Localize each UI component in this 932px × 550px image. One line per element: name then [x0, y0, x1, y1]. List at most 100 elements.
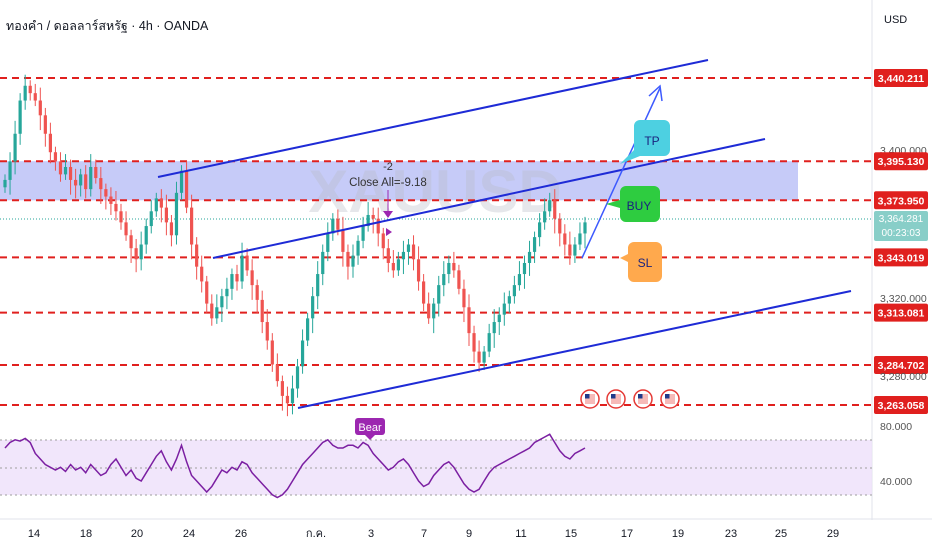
candle-body: [351, 255, 355, 267]
candle-body: [225, 288, 229, 297]
bear-label: Bear: [358, 422, 382, 434]
candle-body: [306, 318, 310, 341]
rsi-tick: 40.000: [880, 476, 912, 488]
us-flag-icon-canton: [585, 394, 590, 399]
candle-body: [43, 115, 47, 134]
us-flag-icon-stripes: [611, 394, 621, 404]
level-price-box: [874, 191, 928, 210]
sl-label: SL: [638, 256, 653, 270]
candle-body: [210, 303, 214, 319]
level-price-label: 3,313.081: [878, 308, 925, 320]
level-price-box: [874, 152, 928, 171]
time-tick: 17: [621, 528, 633, 540]
candle-body: [502, 303, 506, 315]
candle-body: [487, 333, 491, 352]
candle-body: [250, 270, 254, 286]
candle-body: [522, 262, 527, 275]
candle-body: [159, 198, 163, 208]
candle-body: [265, 322, 269, 341]
candle-body: [492, 322, 496, 334]
candle-body: [548, 200, 552, 212]
candle-body: [457, 270, 461, 289]
candle-body: [230, 274, 234, 289]
time-tick: ก.ค.: [306, 528, 326, 540]
close-marker: [383, 211, 393, 218]
time-tick: 19: [672, 528, 684, 540]
current-price-box: [874, 211, 928, 241]
chart-title: ทองคำ / ดอลลาร์สหรัฐ · 4h · OANDA: [6, 19, 209, 33]
candle-body: [270, 340, 274, 365]
time-tick: 3: [368, 528, 374, 540]
us-flag-icon-stripes: [638, 394, 648, 404]
candle-body: [184, 170, 189, 208]
candle-body: [543, 211, 547, 223]
candle-body: [371, 214, 375, 219]
price-tick: 3,280.000: [880, 371, 927, 383]
candle-body: [195, 244, 199, 267]
tp-label: TP: [644, 134, 659, 148]
candle-body: [38, 100, 42, 116]
time-tick: 11: [515, 528, 526, 540]
candle-body: [578, 233, 582, 245]
candle-body: [527, 251, 532, 263]
candle-body: [517, 274, 522, 286]
level-price-box: [874, 356, 928, 375]
channel-line: [212, 138, 766, 259]
us-flag-icon-stripes: [585, 394, 595, 404]
candle-body: [190, 207, 194, 245]
candle-body: [74, 179, 78, 186]
candle-body: [200, 266, 204, 282]
candle-body: [215, 307, 219, 319]
candle-body: [18, 100, 22, 134]
time-axis: 14 18 20 24 26 ก.ค. 3 7 9 11 15 17 19 23 25 29: [28, 528, 839, 540]
candle-body: [401, 251, 406, 260]
level-price-box: [874, 69, 928, 87]
candle-body: [295, 366, 300, 389]
candle-body: [154, 198, 158, 212]
candle-body: [99, 178, 103, 190]
candle-body: [94, 166, 98, 179]
candle-body: [583, 222, 587, 234]
time-tick: 14: [28, 528, 40, 540]
candle-body: [452, 262, 456, 271]
trade-count-label: -2: [383, 161, 393, 173]
horizontal-levels: [0, 77, 872, 406]
current-price-label: 3,364.281: [879, 214, 924, 225]
candle-body: [432, 303, 436, 319]
candle-body: [331, 218, 335, 234]
candle-body: [558, 218, 562, 234]
candle-body: [381, 233, 385, 249]
candle-body: [260, 299, 264, 323]
candle-body: [124, 222, 128, 236]
candle-body: [482, 351, 486, 363]
projection-arrow-line: [581, 87, 661, 259]
level-price-label: 3,440.211: [878, 73, 924, 85]
price-axis: USD3,400.0003,320.0003,440.2113,395.1303…: [874, 14, 928, 488]
candle-body: [220, 296, 224, 308]
level-price-label: 3,395.130: [878, 156, 925, 168]
candle-body: [84, 174, 88, 190]
candle-body: [285, 395, 290, 404]
candle-body: [391, 262, 395, 271]
buy-label: BUY: [627, 199, 652, 213]
candle-body: [422, 281, 426, 304]
candle-body: [472, 333, 476, 352]
sl-badge: [620, 242, 662, 282]
price-tick: 3,320.000: [880, 293, 927, 305]
candle-body: [563, 233, 567, 245]
us-flag-icon-canton: [638, 394, 643, 399]
candle-body: [406, 244, 411, 252]
candles: [3, 74, 587, 417]
candle-body: [205, 281, 209, 304]
candle-body: [28, 85, 32, 94]
candle-body: [386, 248, 390, 263]
close-all-label: Close All=-9.18: [349, 177, 427, 189]
candle-body: [538, 222, 542, 238]
candle-body: [13, 133, 17, 162]
time-tick: 18: [80, 528, 92, 540]
candle-body: [48, 133, 52, 153]
entry-marker: [386, 228, 392, 236]
candle-body: [336, 218, 340, 230]
candle-body: [512, 285, 516, 297]
